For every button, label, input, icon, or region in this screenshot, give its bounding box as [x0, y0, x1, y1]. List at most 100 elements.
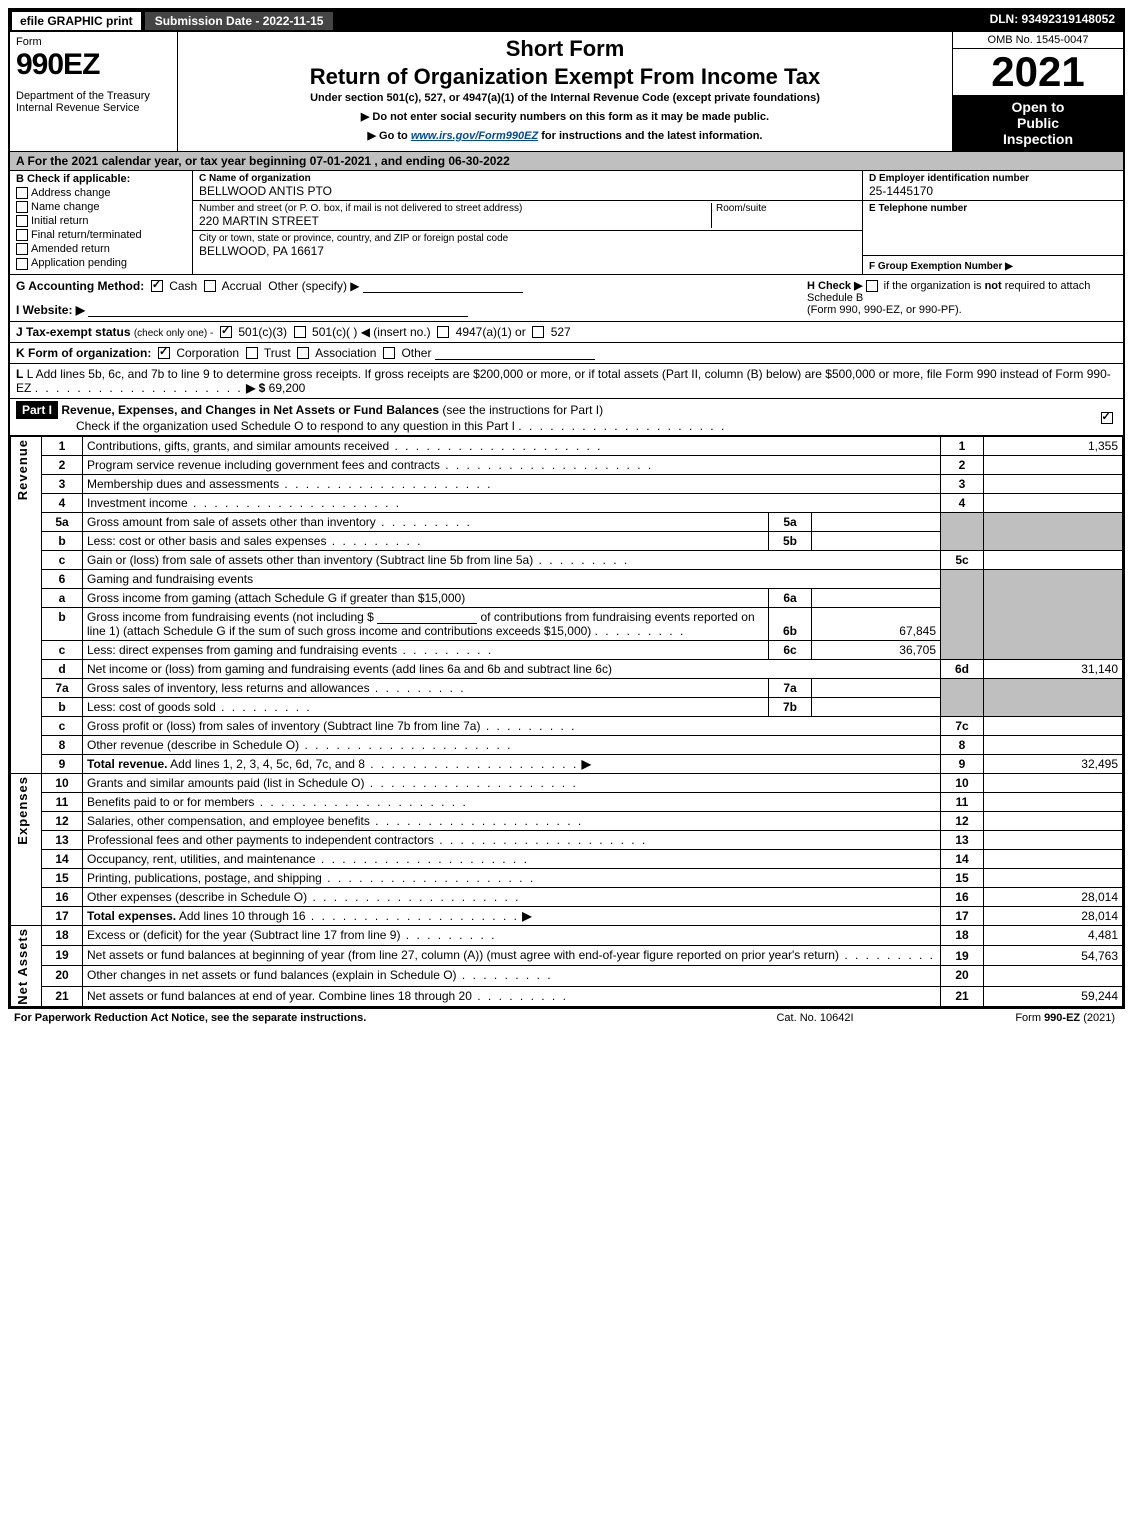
- h-not: not: [985, 280, 1002, 292]
- k-corp: Corporation: [176, 346, 239, 360]
- row-j: J Tax-exempt status (check only one) - 5…: [10, 322, 1123, 343]
- line-desc: Benefits paid to or for members: [87, 795, 254, 809]
- checkbox-501c3[interactable]: [220, 326, 232, 338]
- other-label: Other (specify) ▶: [268, 279, 359, 293]
- k-other: Other: [401, 346, 431, 360]
- checkbox-527[interactable]: [532, 326, 544, 338]
- form-container: efile GRAPHIC print Submission Date - 20…: [8, 8, 1125, 1009]
- line-num: 8: [42, 735, 83, 754]
- irs-link[interactable]: www.irs.gov/Form990EZ: [411, 130, 538, 142]
- col-num: 5c: [941, 550, 984, 569]
- footer-left: For Paperwork Reduction Act Notice, see …: [14, 1012, 715, 1024]
- checkbox-icon: [16, 243, 28, 255]
- dots: [322, 871, 535, 885]
- col-val: [984, 849, 1123, 868]
- h-box: H Check ▶ if the organization is not req…: [801, 279, 1117, 317]
- line-8: 8 Other revenue (describe in Schedule O)…: [11, 735, 1123, 754]
- line-14: 14 Occupancy, rent, utilities, and maint…: [11, 849, 1123, 868]
- line-desc: Salaries, other compensation, and employ…: [87, 814, 370, 828]
- dots: [472, 989, 568, 1003]
- col-num: 20: [941, 966, 984, 986]
- efile-print-button[interactable]: efile GRAPHIC print: [12, 12, 141, 30]
- line-4: 4 Investment income 4: [11, 493, 1123, 512]
- check-initial-return[interactable]: Initial return: [16, 215, 186, 227]
- check-label: Initial return: [31, 215, 88, 227]
- website-field[interactable]: [88, 304, 468, 317]
- other-specify-field[interactable]: [363, 280, 523, 293]
- dots: [457, 968, 553, 982]
- footer-right-form: 990-EZ: [1044, 1012, 1080, 1024]
- line-desc-1: Gross income from fundraising events (no…: [87, 610, 374, 624]
- sub-num: 6a: [769, 588, 812, 607]
- line-desc-bold: Total revenue.: [87, 757, 167, 771]
- sub-num: 7b: [769, 697, 812, 716]
- sub-val: [812, 531, 941, 550]
- checkbox-trust[interactable]: [246, 347, 258, 359]
- dots: [389, 439, 602, 453]
- row-ghi: G Accounting Method: Cash Accrual Other …: [10, 275, 1123, 322]
- checkbox-501c[interactable]: [294, 326, 306, 338]
- line-desc-bold: Total expenses.: [87, 909, 176, 923]
- line-desc: Investment income: [87, 496, 188, 510]
- checkbox-accrual[interactable]: [204, 280, 216, 292]
- col-num: 17: [941, 906, 984, 925]
- part-i-title: Revenue, Expenses, and Changes in Net As…: [61, 403, 439, 417]
- footer-mid: Cat. No. 10642I: [715, 1012, 915, 1024]
- col-val: [984, 966, 1123, 986]
- checkbox-icon: [16, 215, 28, 227]
- line-desc: Printing, publications, postage, and shi…: [87, 871, 322, 885]
- header-right: OMB No. 1545-0047 2021 Open to Public In…: [952, 32, 1123, 151]
- dots: [839, 948, 935, 962]
- grey-cell: [984, 678, 1123, 716]
- line-desc: Program service revenue including govern…: [87, 458, 440, 472]
- check-address-change[interactable]: Address change: [16, 187, 186, 199]
- line-desc: Membership dues and assessments: [87, 477, 279, 491]
- line-num: 11: [42, 792, 83, 811]
- line-num: b: [42, 697, 83, 716]
- checkbox-h[interactable]: [866, 280, 878, 292]
- check-application-pending[interactable]: Application pending: [16, 257, 186, 269]
- line-13: 13 Professional fees and other payments …: [11, 830, 1123, 849]
- checkbox-4947[interactable]: [437, 326, 449, 338]
- checkbox-assoc[interactable]: [297, 347, 309, 359]
- contrib-amount-field[interactable]: [377, 611, 477, 624]
- k-trust: Trust: [264, 346, 291, 360]
- checkbox-other[interactable]: [383, 347, 395, 359]
- check-name-change[interactable]: Name change: [16, 201, 186, 213]
- sub-val: [812, 588, 941, 607]
- checkbox-icon: [16, 201, 28, 213]
- dots: [370, 681, 466, 695]
- k-other-field[interactable]: [435, 347, 595, 360]
- checkbox-cash[interactable]: [151, 280, 163, 292]
- form-word: Form: [16, 36, 171, 48]
- checkbox-schedule-o[interactable]: [1101, 412, 1113, 424]
- row-k: K Form of organization: Corporation Trus…: [10, 343, 1123, 364]
- line-num: 5a: [42, 512, 83, 531]
- line-1: Revenue 1 Contributions, gifts, grants, …: [11, 436, 1123, 455]
- line-num: 13: [42, 830, 83, 849]
- sub-num: 6c: [769, 640, 812, 659]
- sub-val: [812, 697, 941, 716]
- ssn-warning: ▶ Do not enter social security numbers o…: [184, 110, 946, 123]
- check-amended-return[interactable]: Amended return: [16, 243, 186, 255]
- check-final-return[interactable]: Final return/terminated: [16, 229, 186, 241]
- col-val: 4,481: [984, 925, 1123, 945]
- line-2: 2 Program service revenue including gove…: [11, 455, 1123, 474]
- open-line-2: Public: [955, 115, 1121, 131]
- dots: [533, 553, 629, 567]
- line-desc: Add lines 1, 2, 3, 4, 5c, 6d, 7c, and 8: [167, 757, 364, 771]
- col-val: 54,763: [984, 945, 1123, 965]
- dots: [306, 909, 519, 923]
- grey-cell: [941, 569, 984, 659]
- k-assoc: Association: [315, 346, 376, 360]
- line-num: c: [42, 550, 83, 569]
- col-num: 4: [941, 493, 984, 512]
- line-num: 6: [42, 569, 83, 588]
- line-desc: Other expenses (describe in Schedule O): [87, 890, 307, 904]
- dept-label-1: Department of the Treasury: [16, 90, 171, 102]
- line-num: 3: [42, 474, 83, 493]
- part-i-check-line: Check if the organization used Schedule …: [76, 419, 515, 433]
- org-name: BELLWOOD ANTIS PTO: [199, 184, 856, 198]
- checkbox-corp[interactable]: [158, 347, 170, 359]
- line-desc: Less: cost of goods sold: [87, 700, 216, 714]
